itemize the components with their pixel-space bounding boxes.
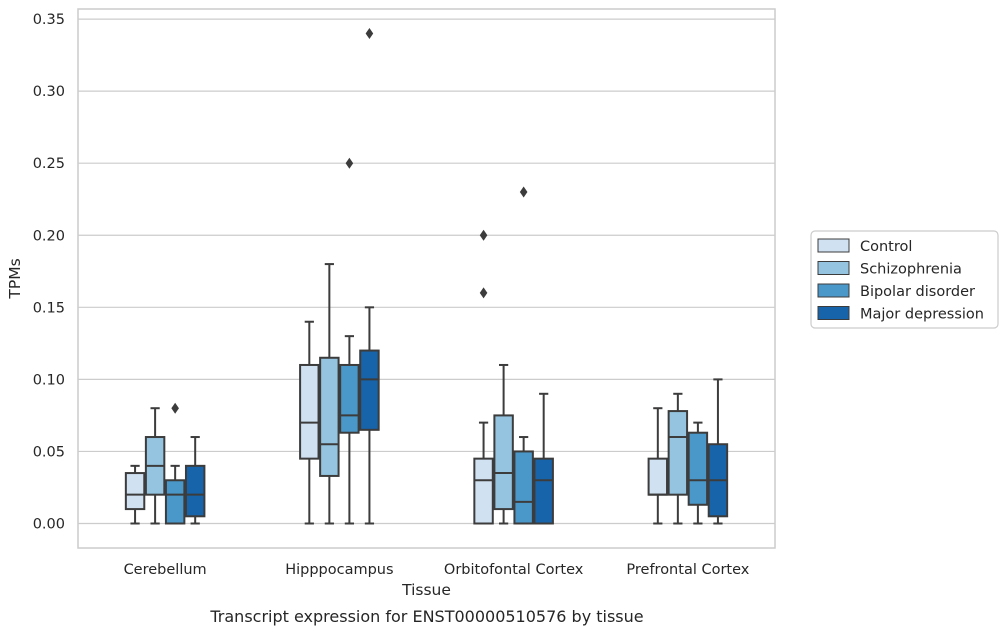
plot-frame [77,8,776,549]
box-0-2 [164,402,186,525]
legend: Control Schizophrenia Bipolar disorder Majo… [810,230,999,329]
box-body [493,414,514,511]
box-body [339,363,360,434]
legend-swatch [817,283,850,298]
box-3-0 [647,407,669,525]
box-1-3 [359,28,380,525]
box-0-3 [184,436,206,525]
y-tick-label: 0.15 [33,300,65,316]
box-body [299,363,320,460]
x-tick-label: Prefrontal Cortex [626,562,749,578]
box-body [319,356,340,477]
y-axis-label: TPMs [6,258,24,299]
y-tick-labels: 0.00 0.05 0.10 0.15 0.20 0.25 0.30 0.35 [33,12,65,532]
box-0-1 [144,407,166,525]
x-axis-label: Tissue [401,581,451,599]
y-tick-label: 0.10 [33,372,65,388]
box-body [164,479,186,525]
y-tick-label: 0.00 [33,517,65,533]
box-body [473,457,494,525]
gridlines [78,18,775,525]
y-tick-label: 0.05 [33,444,65,460]
outlier-point [519,186,528,198]
y-tick-label: 0.35 [33,12,65,28]
legend-label: Schizophrenia [860,262,962,278]
y-tick-label: 0.20 [33,228,65,244]
chart-caption: Transcript expression for ENST0000051057… [209,607,643,626]
box-2-2 [513,186,534,525]
box-2-0 [473,229,494,525]
box-1-0 [299,320,320,525]
box-3-2 [687,421,709,525]
y-tick-label: 0.25 [33,156,65,172]
box-body [687,431,709,506]
box-body [667,410,689,496]
x-tick-label: Orbitofontal Cortex [444,562,584,578]
box-layer [124,28,729,525]
box-body [124,472,146,511]
box-2-3 [533,392,554,525]
outlier-point [365,28,374,39]
box-2-1 [493,363,514,525]
outlier-point [345,157,354,169]
box-1-2 [339,157,360,525]
legend-swatch [817,306,850,320]
outlier-point [171,402,179,414]
box-0-0 [124,464,146,525]
x-tick-label: Hipppocampus [285,562,393,578]
box-1-1 [319,263,340,525]
legend-label: Major depression [860,307,984,323]
legend-swatch [817,261,850,275]
legend-label: Bipolar disorder [860,284,975,300]
box-body [359,349,380,431]
outlier-point [479,287,488,299]
x-tick-label: Cerebellum [124,562,207,578]
box-body [533,457,554,525]
y-tick-label: 0.30 [33,84,65,100]
legend-frame [810,230,999,329]
box-body [184,464,206,518]
outlier-point [479,229,488,241]
box-3-3 [707,378,729,525]
x-tick-labels: Cerebellum Hipppocampus Orbitofontal Corte… [124,562,750,578]
legend-label: Control [860,239,912,255]
legend-swatch [817,238,850,253]
box-body [647,457,669,496]
box-3-1 [667,392,689,525]
box-body [513,450,534,525]
